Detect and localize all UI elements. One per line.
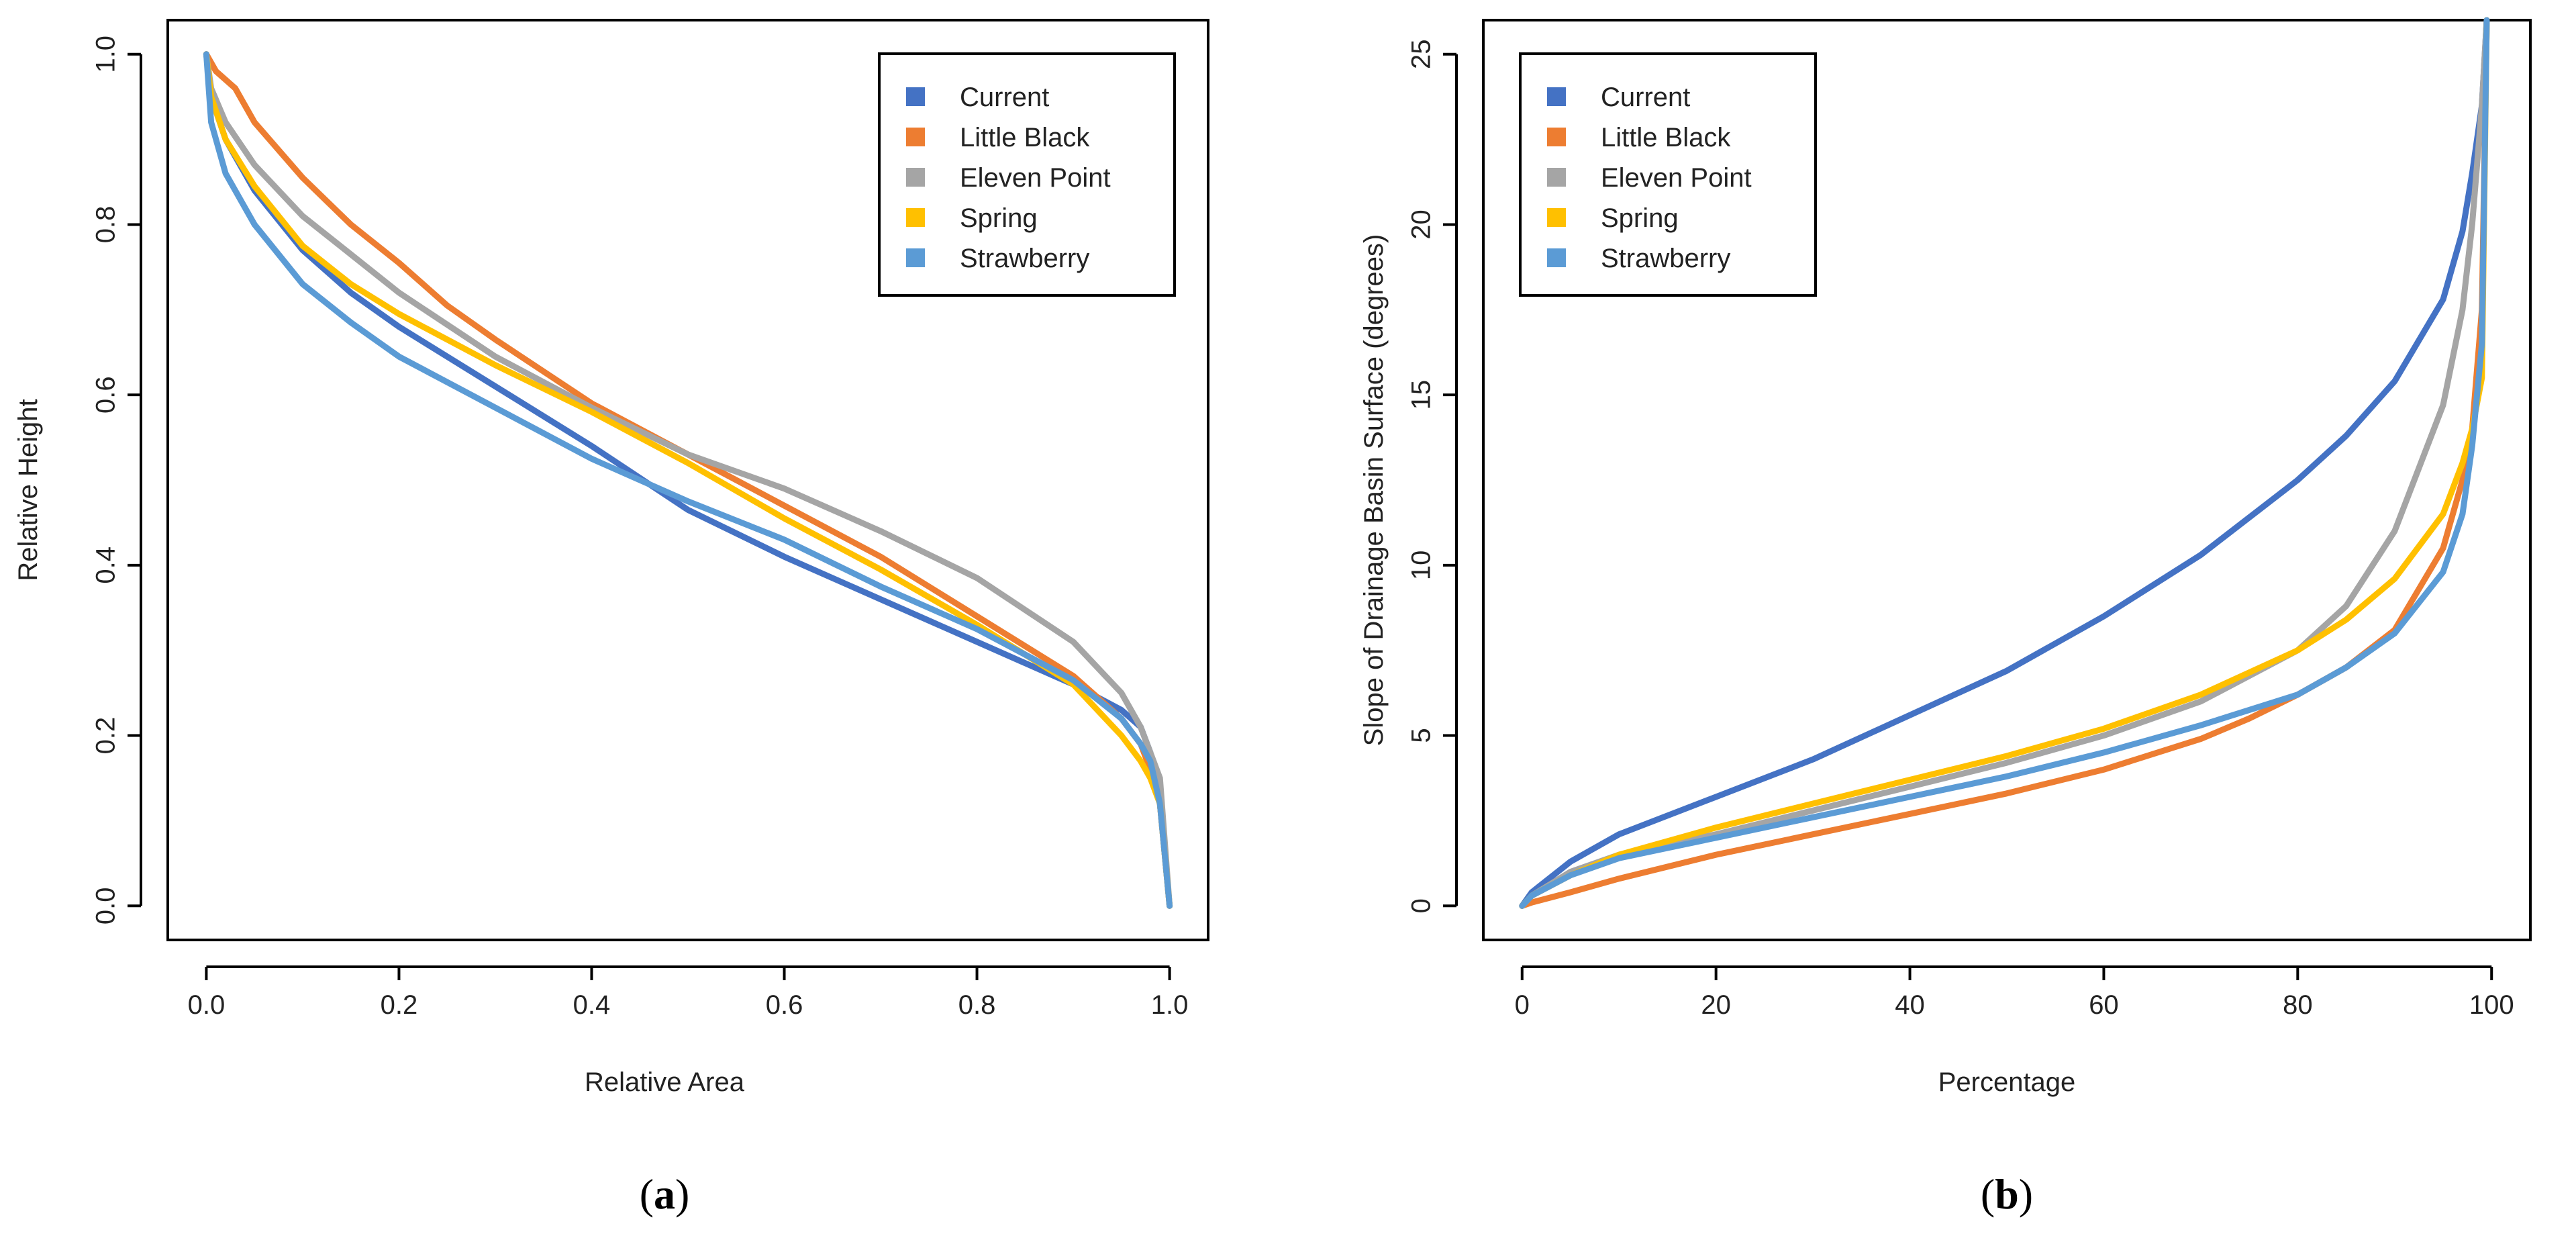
y-tick-label: 20 xyxy=(1407,209,1436,240)
legend-box xyxy=(1519,52,1817,297)
legend-swatch-little-black xyxy=(1547,128,1566,146)
legend-label-strawberry: Strawberry xyxy=(960,244,1089,273)
series-line-strawberry xyxy=(203,51,1173,909)
y-tick-label: 0.4 xyxy=(91,547,121,584)
y-axis: 0 5 10 15 20 25 xyxy=(1407,39,1458,913)
y-tick-label: 15 xyxy=(1407,380,1436,410)
panel-label-a-close: ) xyxy=(675,1170,689,1218)
y-tick-label: 0.2 xyxy=(91,717,121,755)
series-line-current xyxy=(1519,17,2490,909)
panel-label-a: (a) xyxy=(640,1170,690,1218)
legend-label-spring: Spring xyxy=(1601,203,1679,233)
legend-swatch-eleven-point xyxy=(1547,168,1566,187)
x-axis: 0 20 40 60 80 100 xyxy=(1515,965,2514,1020)
legend-label-spring: Spring xyxy=(960,203,1038,233)
legend-label-current: Current xyxy=(1601,83,1690,112)
y-tick-label: 5 xyxy=(1407,728,1436,743)
y-tick-label: 1.0 xyxy=(91,36,121,73)
x-tick-label: 20 xyxy=(1701,990,1731,1020)
legend-swatch-strawberry xyxy=(906,248,925,267)
y-tick-label: 0 xyxy=(1407,898,1436,913)
y-axis-title: Relative Height xyxy=(13,399,43,581)
legend-swatch-spring xyxy=(906,208,925,227)
x-tick-label: 1.0 xyxy=(1151,990,1189,1020)
legend: Current Little Black Eleven Point Spring Str… xyxy=(878,52,1176,297)
panel-label-a-open: ( xyxy=(640,1170,654,1218)
plot-frame xyxy=(166,19,1209,941)
y-axis: 0.0 0.2 0.4 0.6 0.8 1.0 xyxy=(91,36,142,924)
x-tick-label: 0.0 xyxy=(188,990,226,1020)
x-tick-label: 0.2 xyxy=(381,990,418,1020)
x-axis: 0.0 0.2 0.4 0.6 0.8 1.0 xyxy=(188,965,1189,1020)
plot-frame xyxy=(1482,19,2532,941)
series-layer xyxy=(203,51,1173,909)
legend-swatch-spring xyxy=(1547,208,1566,227)
series-line-strawberry xyxy=(1519,17,2490,909)
y-tick-label: 0.8 xyxy=(91,206,121,244)
legend-swatch-eleven-point xyxy=(906,168,925,187)
y-tick-label: 0.6 xyxy=(91,376,121,414)
x-tick-label: 40 xyxy=(1895,990,1925,1020)
x-axis-title: Relative Area xyxy=(585,1067,745,1097)
y-tick-label: 0.0 xyxy=(91,887,121,924)
x-tick-label: 0 xyxy=(1515,990,1530,1020)
legend-label-little-black: Little Black xyxy=(960,123,1090,152)
series-line-little-black xyxy=(1519,17,2490,909)
legend-box xyxy=(878,52,1176,297)
x-tick-label: 100 xyxy=(2469,990,2514,1020)
legend-swatch-current xyxy=(906,87,925,106)
series-line-eleven-point xyxy=(203,51,1173,909)
y-tick-label: 25 xyxy=(1407,39,1436,69)
chart-panel-a: 0.0 0.2 0.4 0.6 0.8 1.0 0.0 0.2 0.4 0.6 0.8 1.0 Re… xyxy=(13,19,1209,1218)
legend-swatch-current xyxy=(1547,87,1566,106)
legend-swatch-little-black xyxy=(906,128,925,146)
legend-label-little-black: Little Black xyxy=(1601,123,1731,152)
legend-label-current: Current xyxy=(960,83,1049,112)
panel-label-b-letter: b xyxy=(1995,1170,2019,1218)
y-tick-label: 10 xyxy=(1407,551,1436,581)
legend-swatch-strawberry xyxy=(1547,248,1566,267)
legend-label-strawberry: Strawberry xyxy=(1601,244,1730,273)
x-tick-label: 80 xyxy=(2283,990,2313,1020)
panel-label-b-close: ) xyxy=(2019,1170,2033,1218)
legend-label-eleven-point: Eleven Point xyxy=(1601,163,1752,193)
panel-label-b: (b) xyxy=(1981,1170,2033,1218)
x-axis-title: Percentage xyxy=(1938,1067,2076,1097)
panel-label-a-letter: a xyxy=(654,1170,675,1218)
panel-label-b-open: ( xyxy=(1981,1170,1995,1218)
x-tick-label: 0.6 xyxy=(766,990,803,1020)
series-layer xyxy=(1519,17,2490,909)
legend-label-eleven-point: Eleven Point xyxy=(960,163,1111,193)
x-tick-label: 60 xyxy=(2089,990,2119,1020)
y-axis-title: Slope of Drainage Basin Surface (degrees… xyxy=(1359,234,1389,747)
series-line-spring xyxy=(203,51,1173,909)
x-tick-label: 0.4 xyxy=(573,990,611,1020)
chart-panel-b: 0 20 40 60 80 100 0 5 10 15 20 25 Percentage Slope… xyxy=(1359,17,2532,1218)
x-tick-label: 0.8 xyxy=(958,990,996,1020)
legend: Current Little Black Eleven Point Spring Str… xyxy=(1519,52,1817,297)
